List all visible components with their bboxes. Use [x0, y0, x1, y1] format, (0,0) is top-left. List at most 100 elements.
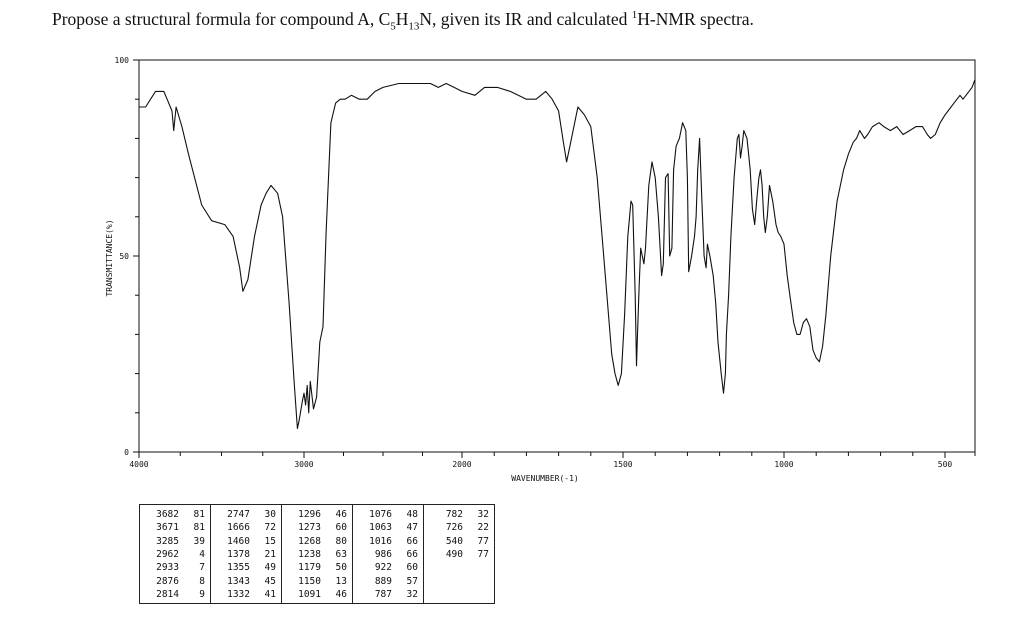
- peak-transmittance: 81: [193, 509, 205, 521]
- peak-row: 726 22: [429, 521, 489, 534]
- peak-transmittance: 60: [335, 522, 347, 534]
- peak-row: 2962 4: [145, 548, 205, 561]
- peak-row: 1063 47: [358, 521, 418, 534]
- x-tick-label: 500: [938, 460, 953, 469]
- axis-tick-labels: 4000 3000 2000 1500 1000 500 0 50 100: [115, 56, 953, 469]
- peak-row: 787 32: [358, 588, 418, 601]
- peak-row: 3285 39: [145, 535, 205, 548]
- peak-table-block: 782 32 726 22 540 77 490 77: [423, 503, 495, 605]
- question-suffix: H-NMR spectra.: [637, 9, 754, 29]
- ir-spectrum-chart: 4000 3000 2000 1500 1000 500 0 50 100 TRANSMITTA…: [105, 56, 976, 483]
- peak-row: 1332 41: [216, 588, 276, 601]
- peak-wavenumber: 1063: [369, 522, 392, 534]
- peak-transmittance: 15: [264, 535, 276, 547]
- peak-transmittance: 57: [406, 575, 418, 587]
- peak-transmittance: 32: [477, 509, 489, 521]
- peak-row: 1091 46: [287, 588, 347, 601]
- peak-row: 1179 50: [287, 561, 347, 574]
- formula-carbon-subscript: 5: [390, 20, 396, 33]
- formula-hydrogen: H: [395, 9, 409, 29]
- peak-row: 2747 30: [216, 508, 276, 521]
- peak-wavenumber: 1273: [298, 522, 321, 534]
- peak-row: 1076 48: [358, 508, 418, 521]
- x-axis-label: WAVENUMBER(-1): [511, 474, 578, 483]
- peak-row: 922 60: [358, 561, 418, 574]
- peak-transmittance: 13: [335, 575, 347, 587]
- peak-wavenumber: 2814: [156, 588, 179, 600]
- peak-row: 1268 80: [287, 535, 347, 548]
- peak-row: 1238 63: [287, 548, 347, 561]
- peak-table: 3682 81 3671 81 3285 39 2962 4 2933 7 2876 8 2814 9 27…: [139, 503, 495, 605]
- peak-wavenumber: 787: [374, 588, 392, 600]
- peak-row: 1343 45: [216, 574, 276, 587]
- peak-transmittance: 9: [199, 588, 205, 600]
- peak-wavenumber: 2876: [156, 575, 179, 587]
- peak-transmittance: 50: [335, 562, 347, 574]
- peak-row: 1296 46: [287, 508, 347, 521]
- y-tick-label: 100: [115, 56, 130, 65]
- peak-wavenumber: 1332: [227, 588, 250, 600]
- peak-wavenumber: 1016: [369, 535, 392, 547]
- peak-wavenumber: 1238: [298, 549, 321, 561]
- peak-transmittance: 48: [406, 509, 418, 521]
- peak-wavenumber: 3285: [156, 535, 179, 547]
- peak-table-block: 3682 81 3671 81 3285 39 2962 4 2933 7 2876 8 2814 9: [139, 503, 211, 605]
- peak-row: 1460 15: [216, 535, 276, 548]
- nmr-superscript: 1: [631, 9, 638, 22]
- peak-transmittance: 22: [477, 522, 489, 534]
- peak-row: 1273 60: [287, 521, 347, 534]
- peak-row: 1355 49: [216, 561, 276, 574]
- peak-row: 3682 81: [145, 508, 205, 521]
- question-text: Propose a structural formula for compoun…: [52, 9, 754, 33]
- peak-transmittance: 4: [199, 549, 205, 561]
- peak-transmittance: 66: [406, 549, 418, 561]
- peak-transmittance: 21: [264, 549, 276, 561]
- x-tick-label: 1500: [613, 460, 632, 469]
- peak-transmittance: 46: [335, 509, 347, 521]
- peak-transmittance: 66: [406, 535, 418, 547]
- peak-transmittance: 49: [264, 562, 276, 574]
- peak-wavenumber: 540: [445, 535, 463, 547]
- peak-wavenumber: 1343: [227, 575, 250, 587]
- peak-wavenumber: 2962: [156, 549, 179, 561]
- peak-wavenumber: 2933: [156, 562, 179, 574]
- peak-row: [429, 574, 489, 587]
- peak-row: 540 77: [429, 535, 489, 548]
- x-tick-label: 4000: [129, 460, 148, 469]
- peak-row: 2814 9: [145, 588, 205, 601]
- peak-transmittance: 60: [406, 562, 418, 574]
- peak-wavenumber: 3682: [156, 509, 179, 521]
- peak-wavenumber: 1666: [227, 522, 250, 534]
- y-tick-label: 0: [124, 448, 129, 457]
- peak-transmittance: 7: [199, 562, 205, 574]
- question-prefix: Propose a structural formula for compoun…: [52, 9, 391, 29]
- y-axis-label: TRANSMITTANCE(%): [105, 219, 114, 296]
- peak-row: 1150 13: [287, 574, 347, 587]
- peak-wavenumber: 1179: [298, 562, 321, 574]
- peak-transmittance: 77: [477, 549, 489, 561]
- peak-table-block: 2747 30 1666 72 1460 15 1378 21 1355 49 1343 45 1332…: [210, 503, 282, 605]
- peak-row: 3671 81: [145, 521, 205, 534]
- peak-row: 2933 7: [145, 561, 205, 574]
- peak-row: [429, 588, 489, 601]
- y-tick-label: 50: [119, 252, 129, 261]
- peak-row: 2876 8: [145, 574, 205, 587]
- peak-wavenumber: 922: [374, 562, 392, 574]
- x-tick-label: 2000: [452, 460, 471, 469]
- peak-wavenumber: 2747: [227, 509, 250, 521]
- peak-row: 1666 72: [216, 521, 276, 534]
- peak-row: 1378 21: [216, 548, 276, 561]
- peak-transmittance: 72: [264, 522, 276, 534]
- formula-hydrogen-subscript: 13: [408, 20, 420, 33]
- peak-wavenumber: 490: [445, 549, 463, 561]
- peak-wavenumber: 1460: [227, 535, 250, 547]
- peak-table-block: 1296 46 1273 60 1268 80 1238 63 1179 50 1150 13 1091…: [281, 503, 353, 605]
- peak-wavenumber: 1378: [227, 549, 250, 561]
- peak-row: 490 77: [429, 548, 489, 561]
- peak-transmittance: 8: [199, 575, 205, 587]
- peak-wavenumber: 889: [374, 575, 392, 587]
- peak-wavenumber: 3671: [156, 522, 179, 534]
- peak-transmittance: 39: [193, 535, 205, 547]
- peak-wavenumber: 1296: [298, 509, 321, 521]
- peak-row: 782 32: [429, 508, 489, 521]
